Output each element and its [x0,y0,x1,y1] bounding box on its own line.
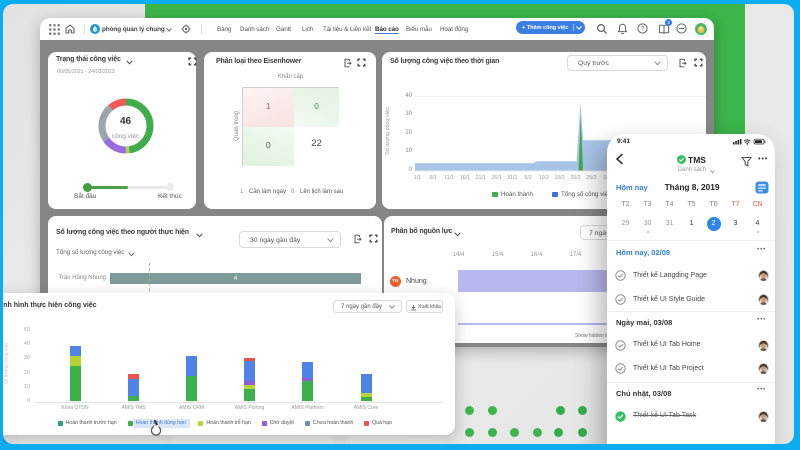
svg-text:?: ? [641,27,645,33]
